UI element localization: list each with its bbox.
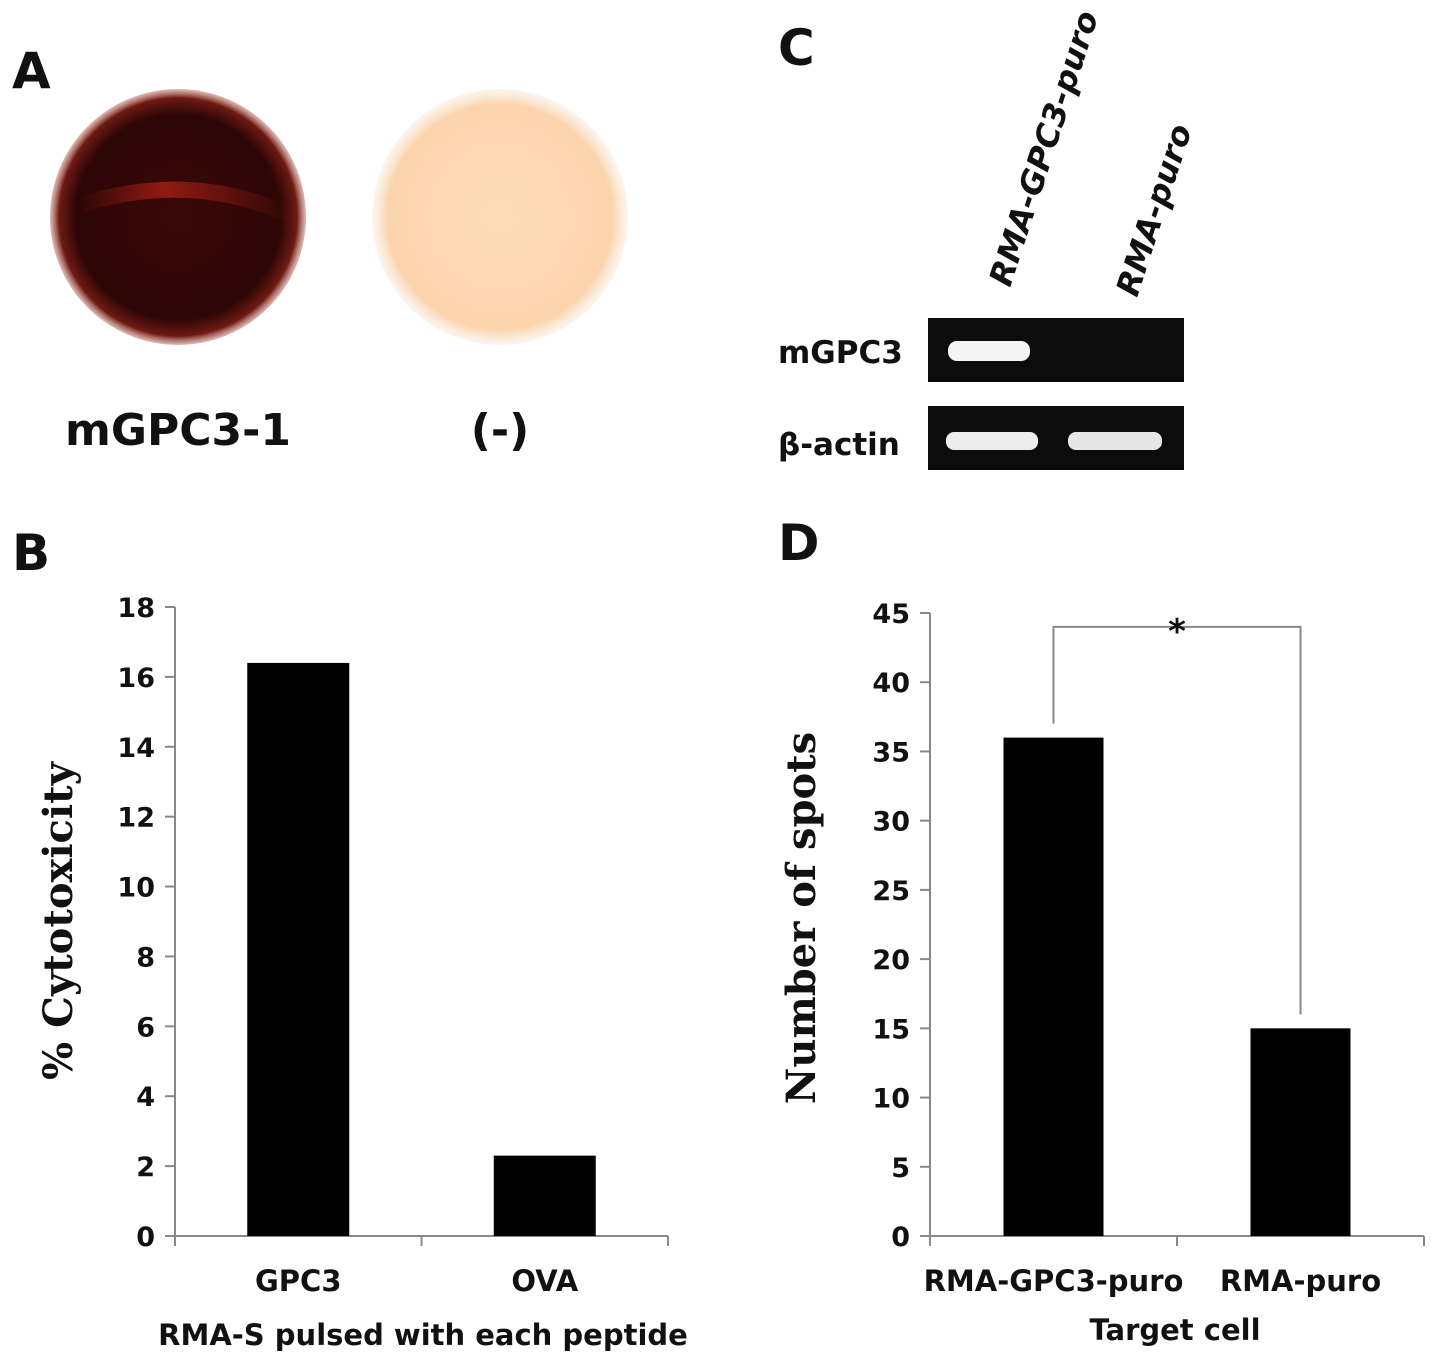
chart-d-significance-star: * [1168,612,1186,652]
chart-b-xtick-label: GPC3 [255,1264,342,1298]
chart-d-bar-rma-puro [1250,1028,1351,1236]
chart-d-ytick-label: 40 [872,668,910,699]
well-negative [372,89,628,345]
band-beta-actin-lane2 [1068,432,1162,450]
panel-b: B 0 2 4 6 8 10 12 14 16 18 GPC3 OVA RMA-S pulsed w… [12,524,688,1352]
chart-b-ytick-label: 8 [136,942,155,973]
chart-b-ytick-label: 12 [117,803,155,834]
band-beta-actin-lane1 [946,432,1038,450]
well-negative-label: (-) [471,405,529,456]
well-mgpc3-1-disc [50,89,306,345]
panel-c-letter: C [778,19,815,77]
panel-a-letter: A [12,42,51,100]
chart-b-xtick-labels: GPC3 OVA [255,1264,579,1298]
panel-d: D 0 5 10 15 20 25 30 35 40 45 RMA-GPC3-puro RMA-pu… [778,514,1425,1347]
chart-d-ytick-label: 25 [872,876,910,907]
panel-b-letter: B [12,524,50,582]
gel-row-mgpc3: mGPC3 [778,318,1184,382]
chart-d-ytick-label: 5 [891,1153,910,1184]
chart-b-ytick-label: 4 [136,1082,155,1113]
chart-d-significance-bracket: * [1052,612,1302,1015]
chart-d-ytick-label: 0 [891,1222,910,1253]
chart-b-ytick-labels: 0 2 4 6 8 10 12 14 16 18 [117,593,155,1253]
chart-b-bars [247,662,596,1236]
chart-b-bar-gpc3 [247,662,350,1236]
chart-b-xtick-label: OVA [511,1264,578,1298]
chart-b-axes [165,606,669,1246]
chart-d-bars [1003,737,1351,1236]
chart-b-ytick-label: 14 [117,733,155,764]
chart-b-ytick-label: 2 [136,1152,155,1183]
chart-d-xlabel: Target cell [1089,1313,1260,1347]
chart-d-xtick-label: RMA-GPC3-puro [924,1264,1184,1298]
panel-d-letter: D [778,514,820,572]
panel-c: C RMA-GPC3-puro RMA-puro mGPC3 β-actin [778,6,1200,470]
well-mgpc3-1 [50,89,306,345]
chart-d-bar-rma-gpc3-puro [1003,737,1104,1236]
chart-d-ytick-label: 15 [872,1014,910,1045]
chart-d-ytick-label: 35 [872,737,910,768]
gel-row-label-beta-actin: β-actin [778,427,900,463]
lane-label-rma-gpc3-puro: RMA-GPC3-puro [981,6,1106,290]
chart-d-bracket-line [1052,625,1302,1015]
panel-a: A mGPC3-1 (-) [12,42,628,456]
lane-label-rma-puro: RMA-puro [1108,119,1199,300]
chart-b-ylabel: % Cytotoxicity [35,760,82,1079]
chart-b-ytick-label: 16 [117,663,155,694]
chart-d-xtick-label: RMA-puro [1220,1264,1381,1298]
chart-d-xtick-labels: RMA-GPC3-puro RMA-puro [924,1264,1382,1298]
chart-d-ylabel: Number of spots [778,732,825,1104]
chart-b-ytick-label: 18 [117,593,155,624]
chart-b-bar-ova [493,1155,596,1236]
well-mgpc3-1-label: mGPC3-1 [65,405,291,456]
band-mgpc3-lane1 [948,341,1030,361]
gel-row-label-mgpc3: mGPC3 [778,335,903,371]
chart-d-ytick-label: 45 [872,599,910,630]
gel-row-beta-actin: β-actin [778,406,1184,470]
chart-b-ytick-label: 10 [117,873,155,904]
chart-b-ytick-label: 0 [136,1222,155,1253]
well-mgpc3-1-streak [77,181,294,223]
chart-d-ytick-label: 10 [872,1084,910,1115]
chart-b-xlabel: RMA-S pulsed with each peptide [158,1318,688,1352]
chart-d-ytick-label: 30 [872,807,910,838]
chart-d-ytick-labels: 0 5 10 15 20 25 30 35 40 45 [872,599,910,1253]
chart-b-ytick-label: 6 [136,1012,155,1043]
chart-d-ytick-label: 20 [872,945,910,976]
